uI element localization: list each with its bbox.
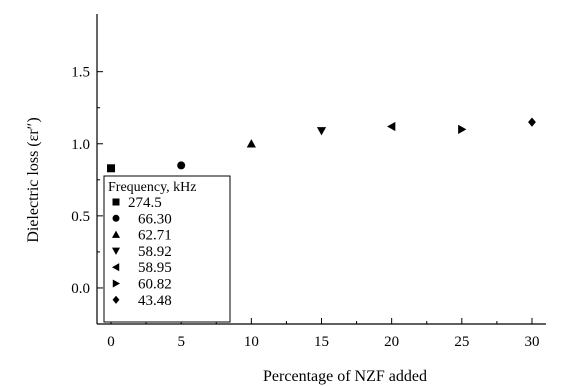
legend: Frequency, kHz 274.566.3062.7158.9258.95… — [103, 175, 231, 323]
y-tick-label: 0.5 — [71, 209, 90, 225]
x-tick-label: 20 — [384, 334, 399, 350]
data-points — [107, 117, 536, 173]
legend-label: 58.95 — [138, 260, 172, 276]
x-tick-label: 10 — [244, 334, 259, 350]
legend-marker-triangle-down — [111, 247, 121, 255]
legend-label: 62.71 — [138, 228, 172, 244]
legend-marker-circle — [112, 214, 120, 222]
data-point-diamond — [528, 117, 536, 127]
legend-marker-diamond — [112, 295, 120, 304]
data-point-triangle-down — [316, 127, 327, 136]
legend-marker-triangle-up — [111, 230, 121, 238]
legend-label: 66.30 — [138, 211, 172, 227]
legend-label: 58.92 — [138, 244, 172, 260]
legend-marker-square — [112, 198, 120, 206]
x-axis-ticks: 0 5 10 15 20 25 30 — [107, 318, 539, 350]
x-tick-label: 30 — [524, 334, 539, 350]
legend-title: Frequency, kHz — [108, 180, 197, 195]
data-point-triangle-up — [246, 139, 256, 148]
y-tick-label: 1.5 — [71, 65, 90, 81]
data-point-square — [107, 164, 116, 173]
y-tick-label: 1.0 — [71, 137, 90, 153]
data-point-circle — [177, 161, 186, 170]
legend-marker-triangle-left — [111, 263, 120, 272]
data-point-triangle-left — [387, 121, 396, 132]
data-point-triangle-right — [458, 124, 467, 134]
x-tick-label: 5 — [177, 334, 185, 350]
legend-box — [103, 175, 231, 323]
legend-marker-triangle-right — [112, 279, 121, 288]
legend-label: 60.82 — [138, 277, 172, 293]
y-axis-title: Dielectric loss (εr″) — [25, 117, 42, 242]
x-tick-label: 25 — [454, 334, 469, 350]
legend-label: 274.5 — [128, 195, 162, 211]
x-axis-title: Percentage of NZF added — [263, 368, 427, 385]
y-axis-ticks: 0.0 0.5 1.0 1.5 — [71, 65, 103, 297]
x-tick-label: 0 — [107, 334, 115, 350]
legend-label: 43.48 — [138, 293, 172, 309]
x-tick-label: 15 — [314, 334, 329, 350]
y-tick-label: 0.0 — [71, 281, 90, 297]
